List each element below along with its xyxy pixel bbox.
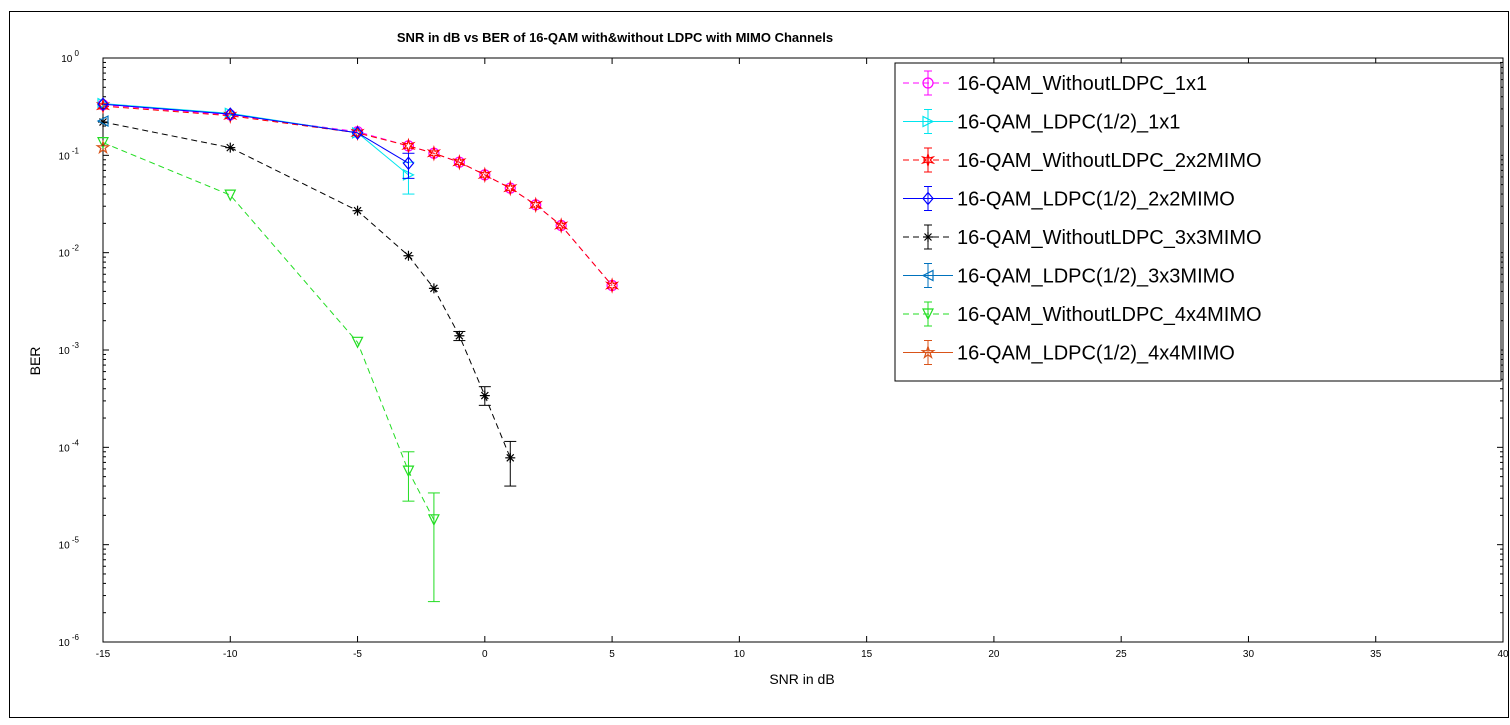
y-tick-label: 10 -5 <box>59 536 80 552</box>
legend-entry-2: 16-QAM_LDPC(1/2)_1x1 <box>903 109 1180 134</box>
legend-marker <box>921 269 934 282</box>
x-tick-label: 35 <box>1370 649 1382 660</box>
series-line <box>102 142 435 521</box>
x-tick-label: -15 <box>96 649 111 660</box>
legend-marker <box>922 77 934 89</box>
legend-entry-6: 16-QAM_LDPC(1/2)_3x3MIMO <box>903 263 1235 288</box>
data-point <box>452 153 467 171</box>
data-point <box>223 107 238 125</box>
asterisk-stroke <box>506 453 515 462</box>
asterisk-stroke <box>924 233 932 241</box>
asterisk-stroke <box>353 206 362 215</box>
x-tick-label: 40 <box>1497 649 1509 660</box>
legend-entry-7: 16-QAM_WithoutLDPC_4x4MIMO <box>903 301 1262 327</box>
x-tick-label: -5 <box>353 649 362 660</box>
asterisk-stroke <box>99 118 107 126</box>
data-point <box>454 330 465 341</box>
legend-label: 16-QAM_LDPC(1/2)_2x2MIMO <box>957 189 1235 211</box>
y-tick-label: 10 -4 <box>59 438 80 454</box>
legend-entry-5: 16-QAM_WithoutLDPC_3x3MIMO <box>903 224 1262 250</box>
data-point <box>95 139 111 155</box>
legend-entry-4: 16-QAM_LDPC(1/2)_2x2MIMO <box>903 186 1235 211</box>
series-8 <box>95 139 111 155</box>
data-point <box>554 217 569 234</box>
legend-label: 16-QAM_LDPC(1/2)_3x3MIMO <box>957 266 1235 288</box>
legend-box <box>894 62 1502 382</box>
data-point <box>503 179 518 197</box>
legend-marker <box>923 232 933 242</box>
legend-label: 16-QAM_LDPC(1/2)_4x4MIMO <box>957 343 1235 365</box>
data-point <box>352 205 363 216</box>
data-point <box>351 125 364 140</box>
x-tick-label: 10 <box>734 649 746 660</box>
data-point <box>97 137 109 149</box>
series-line <box>102 105 613 286</box>
x-tick-label: -10 <box>223 649 238 660</box>
data-point <box>97 97 109 112</box>
legend-entry-1: 16-QAM_WithoutLDPC_1x1 <box>903 70 1207 96</box>
data-point <box>224 107 237 122</box>
x-axis-ticks: -15 -10 -5 0 5 10 15 20 25 30 35 40 <box>96 58 1509 660</box>
asterisk-stroke <box>404 251 413 260</box>
asterisk-stroke <box>480 391 489 400</box>
y-tick-label: 10 -1 <box>59 146 80 162</box>
legend-label: 16-QAM_WithoutLDPC_2x2MIMO <box>957 150 1262 172</box>
legend: 16-QAM_WithoutLDPC_1x1 16-QAM_LDPC(1/2)_1… <box>894 62 1502 382</box>
legend-marker <box>922 191 934 206</box>
y-tick-label: 10 -2 <box>59 244 80 260</box>
series-4 <box>97 97 415 179</box>
y-axis-label: BER <box>27 347 43 376</box>
series-line <box>102 121 511 459</box>
data-point <box>427 514 440 527</box>
asterisk-stroke <box>429 284 438 293</box>
series-line <box>102 103 409 164</box>
asterisk-stroke <box>226 143 235 152</box>
data-point <box>401 137 416 155</box>
legend-entry-8: 16-QAM_LDPC(1/2)_4x4MIMO <box>903 340 1235 365</box>
data-point <box>528 196 543 214</box>
series-5 <box>98 117 517 487</box>
x-axis-label: SNR in dB <box>769 671 834 687</box>
x-tick-label: 30 <box>1243 649 1255 660</box>
data-point <box>96 115 109 128</box>
data-point <box>403 250 414 261</box>
data-point <box>402 465 415 478</box>
y-tick-label: 10 -6 <box>59 633 80 649</box>
y-tick-label: 10 0 <box>61 49 79 65</box>
legend-label: 16-QAM_WithoutLDPC_1x1 <box>957 73 1207 95</box>
data-point <box>402 156 415 171</box>
legend-marker <box>922 308 934 321</box>
data-point <box>351 336 364 349</box>
data-point <box>225 142 236 153</box>
legend-label: 16-QAM_WithoutLDPC_3x3MIMO <box>957 227 1262 249</box>
data-point <box>477 166 492 184</box>
x-tick-label: 15 <box>861 649 873 660</box>
x-tick-label: 5 <box>609 649 615 660</box>
legend-marker <box>922 115 935 128</box>
x-tick-label: 0 <box>482 649 488 660</box>
data-point <box>95 97 111 115</box>
series-6 <box>96 115 109 128</box>
y-tick-label: 10 -3 <box>59 341 80 357</box>
asterisk-stroke <box>455 331 464 340</box>
legend-label: 16-QAM_WithoutLDPC_4x4MIMO <box>957 304 1262 326</box>
chart-title: SNR in dB vs BER of 16-QAM with&without … <box>397 30 833 45</box>
data-point <box>426 145 442 162</box>
x-tick-label: 25 <box>1116 649 1128 660</box>
data-point <box>224 189 237 202</box>
data-point <box>479 390 490 401</box>
legend-entry-3: 16-QAM_WithoutLDPC_2x2MIMO <box>903 147 1262 173</box>
data-point <box>505 452 516 463</box>
x-tick-label: 20 <box>988 649 1000 660</box>
legend-label: 16-QAM_LDPC(1/2)_1x1 <box>957 112 1180 134</box>
series-layer <box>95 97 620 603</box>
legend-marker <box>920 344 936 359</box>
legend-marker <box>920 151 936 169</box>
data-point <box>604 277 620 294</box>
data-point <box>428 283 439 294</box>
series-7 <box>97 137 440 603</box>
